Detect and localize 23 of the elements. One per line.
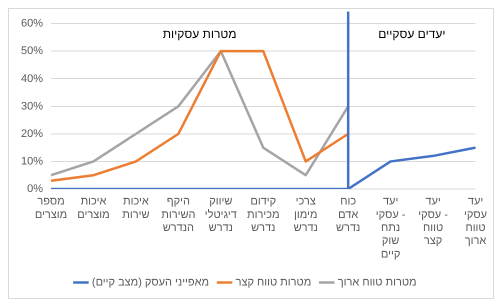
y-tick-label: 60% bbox=[20, 18, 44, 30]
x-tick-label: מספר מוצרים bbox=[34, 196, 68, 221]
x-tick-label: איכות שירות bbox=[122, 196, 150, 221]
x-tick-label: שיווק דיגיטלי נדרש bbox=[204, 196, 237, 234]
legend-label: מטרות טווח קצר bbox=[236, 276, 312, 289]
annotation: יעדים עסקיים bbox=[378, 26, 446, 41]
x-tick-label: היקף השירות הנדרש bbox=[161, 196, 196, 234]
x-tick-label: יעד עסקי - טווח קצר bbox=[418, 196, 448, 248]
annotation: מטרות עסקיות bbox=[162, 26, 236, 41]
legend-label: מטרות טווח ארוך bbox=[338, 276, 417, 289]
x-tick-label: יעד עסקי - נתח שוק קיים bbox=[376, 196, 406, 260]
x-tick-label: איכות מוצרים bbox=[77, 196, 110, 221]
y-tick-label: 50% bbox=[20, 45, 44, 58]
x-tick-label: צרכי מימון נדרש bbox=[294, 196, 318, 234]
x-tick-label: יעד עסקי טווח ארוך bbox=[464, 196, 488, 248]
y-tick-label: 40% bbox=[20, 72, 44, 85]
y-tick-label: 10% bbox=[20, 155, 44, 168]
legend-label: מאפייני העסק (מצב קיים) bbox=[92, 276, 210, 289]
x-tick-label: קידום מכירות נדרש bbox=[247, 196, 280, 234]
y-tick-label: 30% bbox=[20, 100, 44, 112]
y-tick-label: 0% bbox=[27, 183, 44, 196]
y-tick-label: 20% bbox=[20, 128, 44, 140]
x-tick-label: כוח אדם נדרש bbox=[336, 196, 360, 234]
